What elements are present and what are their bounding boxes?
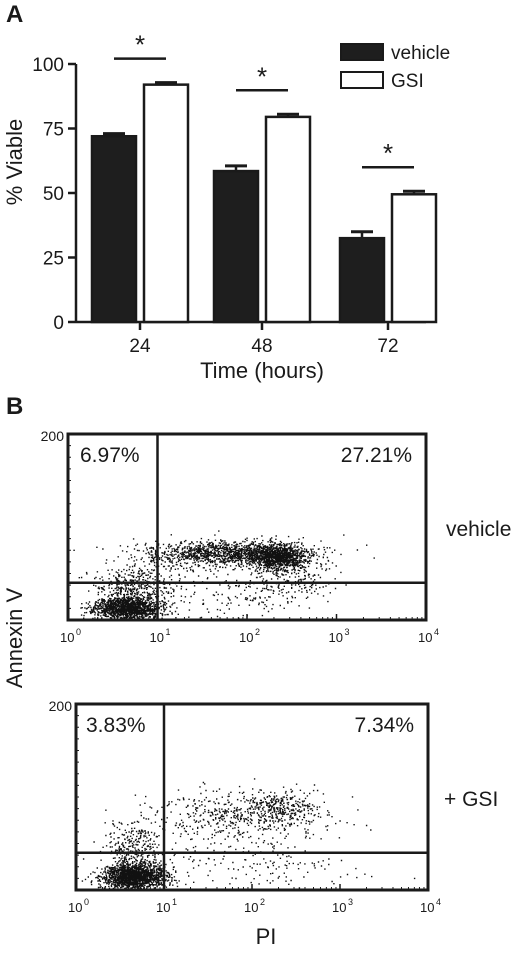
decade-label: 10 xyxy=(244,900,258,915)
decade-exponent: 1 xyxy=(166,627,171,637)
legend-swatch-vehicle xyxy=(340,43,384,61)
quadrant-label-upper-right: 7.34% xyxy=(354,714,414,737)
decade-label: 10 xyxy=(60,630,74,645)
bar-vehicle xyxy=(90,134,138,324)
flow-plot-vehicle-ticks: 10 0 10 1 10 2 10 3 10 4 xyxy=(60,445,439,645)
bar-x-tick-label: 24 xyxy=(129,336,151,357)
bar-legend: vehicle GSI xyxy=(340,43,450,92)
decade-label: 10 xyxy=(418,630,432,645)
decade-label: 10 xyxy=(150,630,164,645)
flow-plot-gsi-ytick-200: 200 xyxy=(49,698,73,714)
bar-gsi xyxy=(264,115,312,324)
flow-plot-gsi-label: + GSI xyxy=(444,788,498,811)
decade-label: 10 xyxy=(329,630,343,645)
bar-y-ticks: 0 25 50 75 100 xyxy=(32,55,76,334)
significance-star: * xyxy=(257,61,267,91)
bar-series xyxy=(90,81,438,324)
bar-y-tick-label: 0 xyxy=(53,313,64,334)
flow-x-axis-title: PI xyxy=(256,924,277,949)
decade-exponent: 3 xyxy=(348,897,353,907)
flow-plot-gsi-events xyxy=(81,778,416,890)
bar-y-tick-label: 25 xyxy=(43,249,64,270)
flow-plot-vehicle: 10 0 10 1 10 2 10 3 10 4 200 6.97% 27.21% vehicle xyxy=(41,428,512,645)
legend-label-gsi: GSI xyxy=(391,71,424,92)
decade-label: 10 xyxy=(156,900,170,915)
flow-events xyxy=(81,778,416,890)
quadrant-label-upper-left: 3.83% xyxy=(86,714,146,737)
flow-plot-vehicle-events xyxy=(73,530,375,620)
bar-y-tick-label: 50 xyxy=(43,184,64,205)
bar-x-ticks: 24 48 72 xyxy=(129,322,399,357)
bar-x-tick-label: 48 xyxy=(251,336,272,357)
flow-plot-gsi-ticks: 10 0 10 1 10 2 10 3 10 4 xyxy=(68,715,441,915)
bar-chart: 0 25 50 75 100 24 48 72 * * * % Viable Time (hou… xyxy=(2,30,450,383)
decade-label: 10 xyxy=(68,900,82,915)
decade-label: 10 xyxy=(420,900,434,915)
bar-y-tick-label: 75 xyxy=(43,120,64,141)
decade-label: 10 xyxy=(239,630,253,645)
decade-exponent: 0 xyxy=(84,897,89,907)
decade-exponent: 4 xyxy=(436,897,441,907)
bar-x-axis-title: Time (hours) xyxy=(200,358,324,383)
decade-label: 10 xyxy=(332,900,346,915)
flow-plot-vehicle-ytick-200: 200 xyxy=(41,428,65,444)
panel-b-letter: B xyxy=(6,393,23,420)
decade-exponent: 3 xyxy=(345,627,350,637)
bar-x-tick-label: 72 xyxy=(377,336,398,357)
decade-exponent: 2 xyxy=(255,627,260,637)
significance-markers: * * * xyxy=(114,30,414,169)
decade-exponent: 4 xyxy=(434,627,439,637)
significance-star: * xyxy=(383,138,393,168)
bar-vehicle xyxy=(338,236,386,324)
quadrant-label-upper-right: 27.21% xyxy=(341,444,412,467)
flow-events xyxy=(73,530,375,620)
panel-a-letter: A xyxy=(6,1,23,28)
bar-gsi xyxy=(142,83,190,324)
significance-star: * xyxy=(135,30,145,60)
decade-exponent: 2 xyxy=(260,897,265,907)
quadrant-label-upper-left: 6.97% xyxy=(80,444,140,467)
bar-gsi xyxy=(390,193,438,324)
legend-label-vehicle: vehicle xyxy=(391,43,450,64)
flow-plot-vehicle-label: vehicle xyxy=(446,518,511,541)
bar-y-axis-title: % Viable xyxy=(2,119,27,205)
decade-exponent: 0 xyxy=(76,627,81,637)
bar-y-tick-label: 100 xyxy=(32,55,64,76)
bar-vehicle xyxy=(212,169,260,324)
flow-plot-gsi: 10 0 10 1 10 2 10 3 10 4 200 3.83% 7.34% + GSI xyxy=(49,698,499,915)
decade-exponent: 1 xyxy=(172,897,177,907)
flow-y-axis-title: Annexin V xyxy=(2,588,27,689)
legend-swatch-gsi xyxy=(340,71,384,89)
